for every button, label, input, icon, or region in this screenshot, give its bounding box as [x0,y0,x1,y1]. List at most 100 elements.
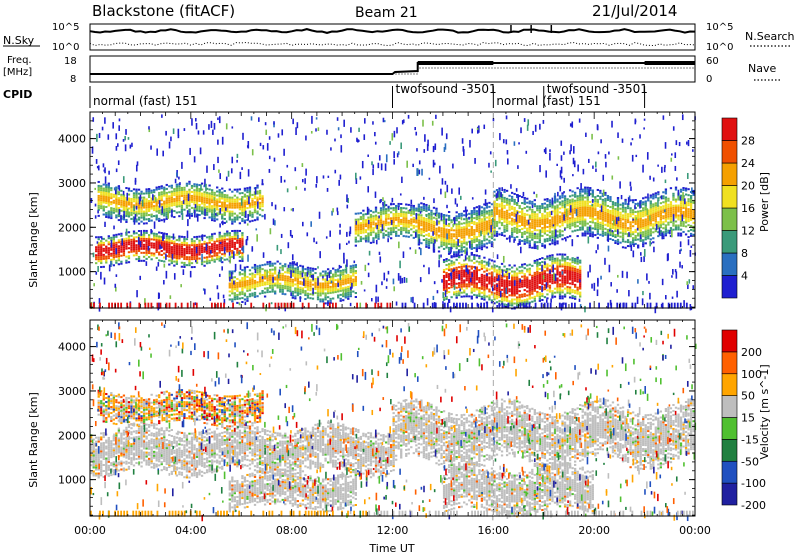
echo-cell [460,244,463,247]
echo-cell [329,277,332,280]
echo-cell [200,212,204,215]
echo-cell [553,261,557,264]
echo-cell [258,280,262,283]
echo-cell [541,203,544,206]
echo-cell [246,275,249,278]
echo-cell [135,212,138,215]
echo-cell [468,271,471,274]
echo-cell [654,216,657,219]
echo-cell [296,280,300,283]
echo-cell [468,277,471,280]
echo-cell [183,194,186,197]
echo-cell [276,286,279,289]
echo-cell [453,239,456,242]
echo-cell [556,222,559,225]
echo-cell [531,274,534,277]
cpid-segment-label: twofsound -3501 [396,82,497,96]
echo-cell [536,280,539,283]
echo-cell [604,207,607,210]
echo-cell [389,237,393,240]
echo-cell [528,230,531,233]
echo-cell [155,206,158,209]
echo-cell [447,252,451,255]
echo-cell [543,230,547,233]
echo-cell [243,207,247,210]
echo-cell [566,258,569,261]
echo-cell [616,200,620,203]
echo-cell [301,269,305,272]
echo-cell [531,200,534,203]
echo-cell [314,268,317,271]
echo-cell [170,262,173,265]
echo-cell [120,232,123,235]
echo-cell [112,252,115,255]
echo-cell [536,215,539,218]
echo-cell [236,239,239,242]
echo-cell [372,227,375,230]
echo-cell [155,247,158,250]
echo-cell [480,291,484,294]
echo-cell [571,206,574,209]
echo-cell [347,295,350,298]
echo-cell [483,298,486,301]
echo-cell [528,202,531,205]
echo-cell [442,270,446,273]
echo-cell [193,201,196,204]
echo-cell [251,286,254,289]
echo-cell [490,265,494,268]
echo-cell [473,211,476,214]
echo-cell [150,197,153,200]
echo-cell [344,276,347,279]
echo-cell [568,274,572,277]
echo-cell [183,200,186,203]
echo-cell [596,220,599,223]
echo-cell [531,296,534,299]
echo-cell [112,246,115,249]
echo-cell [470,233,473,236]
echo-cell [601,230,605,233]
echo-cell [639,217,642,220]
echo-cell [211,219,214,222]
echo-cell [223,209,226,212]
echo-cell [243,209,247,212]
echo-cell [117,219,121,222]
echo-cell [251,215,254,218]
echo-cell [165,187,168,190]
echo-cell [150,205,153,208]
echo-cell [513,228,516,231]
echo-cell [372,215,375,218]
echo-cell [127,255,131,258]
echo-cell [286,275,289,278]
echo-cell [392,209,395,212]
echo-cell [193,256,196,259]
echo-cell [523,293,526,296]
echo-cell [178,197,181,200]
echo-cell [324,298,327,301]
echo-cell [546,265,549,268]
echo-cell [190,248,194,251]
echo-cell [168,191,171,194]
echo-cell [611,207,615,210]
echo-cell [601,234,605,237]
echo-cell [309,293,312,296]
echo-cell [241,242,244,245]
echo-cell [107,253,110,256]
echo-cell [510,219,514,222]
echo-cell [216,254,219,257]
echo-cell [574,193,577,196]
echo-cell [455,254,458,257]
echo-cell [468,269,471,272]
echo-cell [357,230,360,233]
echo-cell [659,206,663,209]
echo-cell [369,229,373,232]
echo-cell [508,204,511,207]
echo-cell [624,240,627,243]
echo-cell [425,227,428,230]
echo-cell [644,232,647,235]
echo-cell [110,252,113,255]
echo-cell [369,215,373,218]
echo-cell [188,188,191,191]
echo-cell [253,273,257,276]
echo-cell [596,202,599,205]
echo-cell [447,259,451,262]
